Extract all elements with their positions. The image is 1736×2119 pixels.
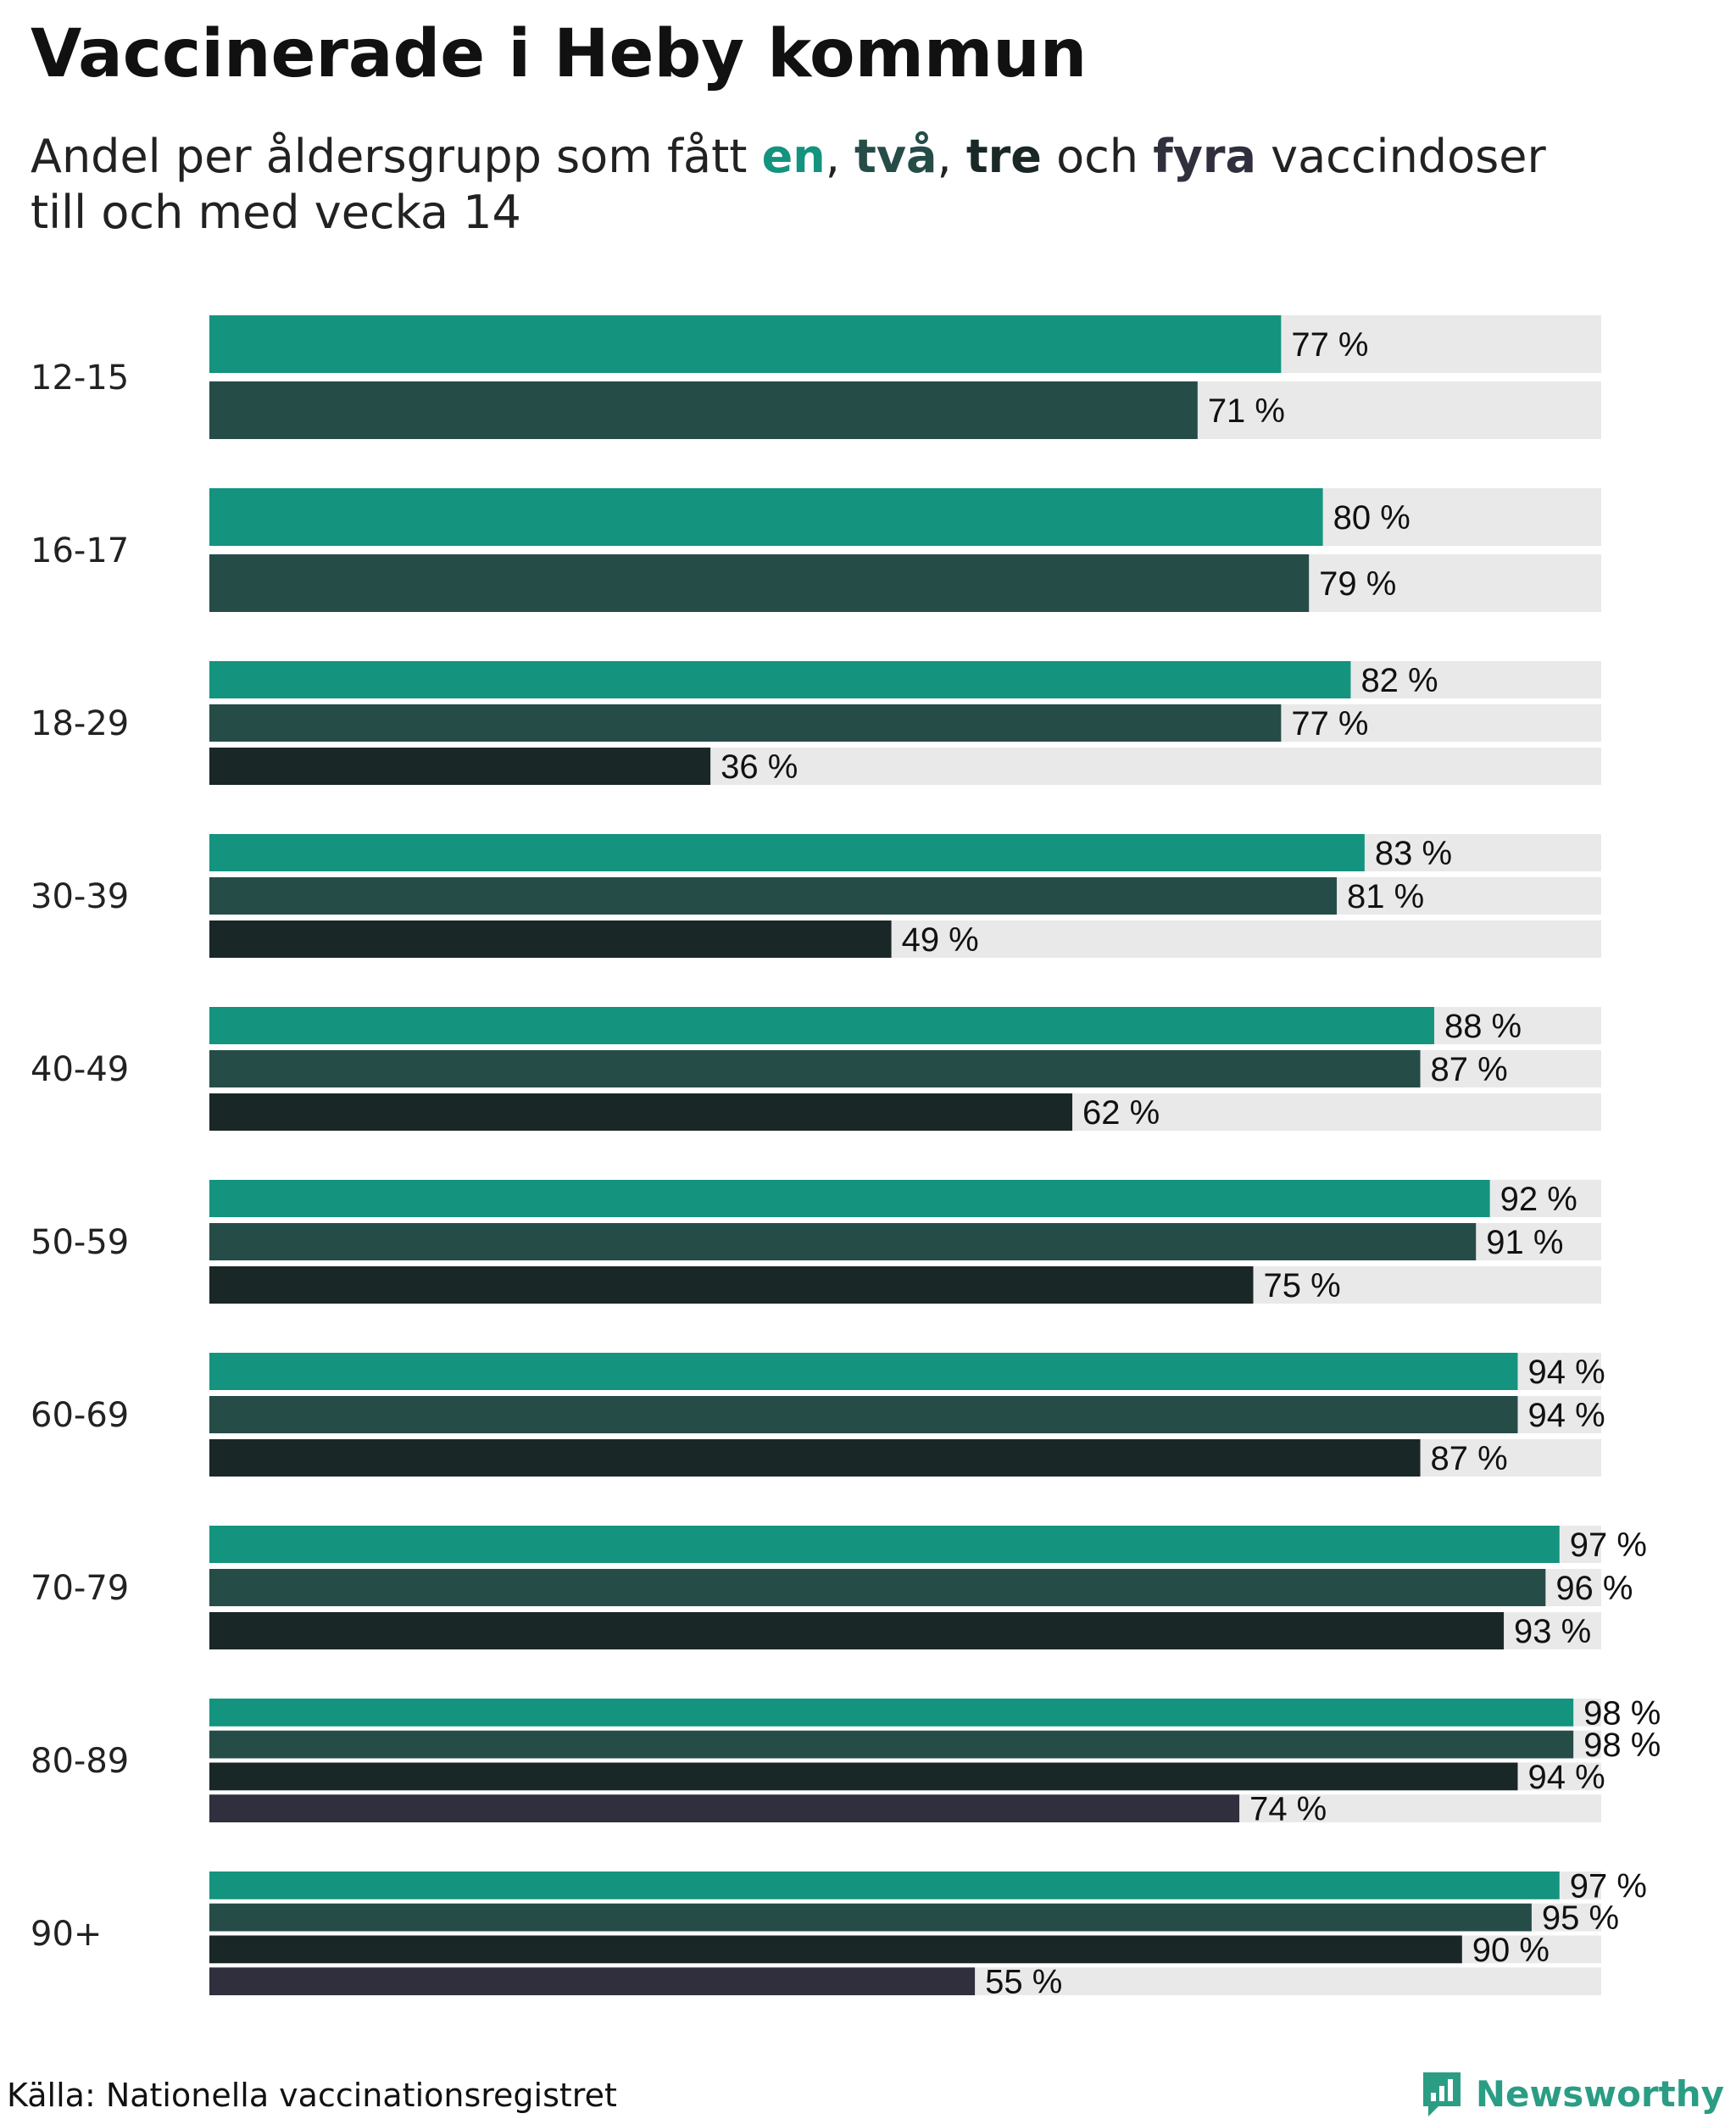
- bar-dose-2: [209, 1730, 1574, 1759]
- bar-dose-4: [209, 1967, 976, 1995]
- bar-dose-2: [209, 877, 1338, 915]
- value-label: 81 %: [1347, 878, 1424, 915]
- bar-dose-4: [209, 1794, 1240, 1822]
- value-label: 94 %: [1527, 1397, 1605, 1434]
- value-label: 97 %: [1570, 1527, 1647, 1564]
- group-label: 80-89: [31, 1742, 129, 1781]
- bar-dose-2: [209, 1223, 1477, 1260]
- bar-dose-3: [209, 1266, 1254, 1304]
- bar-dose-3: [209, 748, 711, 785]
- group-label: 12-15: [31, 359, 129, 398]
- bar-dose-3: [209, 1612, 1505, 1649]
- value-label: 96 %: [1555, 1570, 1633, 1607]
- bar-dose-3: [209, 1439, 1421, 1477]
- value-label: 36 %: [721, 748, 798, 786]
- value-label: 95 %: [1542, 1899, 1619, 1937]
- value-label: 90 %: [1472, 1932, 1550, 1969]
- bar-dose-2: [209, 381, 1198, 439]
- value-label: 91 %: [1486, 1224, 1563, 1261]
- value-label: 79 %: [1319, 565, 1396, 603]
- value-label: 93 %: [1514, 1613, 1591, 1650]
- value-label: 98 %: [1583, 1727, 1661, 1764]
- group-label: 30-39: [31, 877, 129, 916]
- bar-dose-1: [209, 1699, 1574, 1727]
- brand-name: Newsworthy: [1475, 2072, 1724, 2115]
- brand-logo: Newsworthy: [1420, 2068, 1724, 2119]
- newsworthy-logo-icon: [1422, 2072, 1461, 2116]
- bar-dose-3: [209, 1093, 1073, 1131]
- value-label: 71 %: [1208, 392, 1285, 430]
- value-label: 77 %: [1291, 705, 1368, 742]
- group-label: 16-17: [31, 531, 129, 570]
- value-label: 49 %: [902, 921, 979, 959]
- group-label: 40-49: [31, 1050, 129, 1089]
- bar-dose-2: [209, 1569, 1546, 1606]
- group-label: 50-59: [31, 1223, 129, 1262]
- group-label: 90+: [31, 1915, 102, 1954]
- legend-dose-1: en: [761, 130, 826, 183]
- value-label: 83 %: [1375, 835, 1452, 872]
- value-label: 98 %: [1583, 1694, 1661, 1732]
- value-label: 88 %: [1444, 1008, 1522, 1045]
- legend-dose-3: tre: [965, 130, 1042, 183]
- bar-dose-2: [209, 704, 1282, 742]
- group-label: 18-29: [31, 704, 129, 743]
- bar-dose-3: [209, 1935, 1462, 1964]
- value-label: 97 %: [1570, 1867, 1647, 1905]
- value-label: 94 %: [1527, 1354, 1605, 1391]
- subtitle-separator: ,: [825, 130, 855, 183]
- subtitle-prefix: Andel per åldersgrupp som fått: [31, 130, 762, 183]
- bar-dose-3: [209, 920, 892, 958]
- value-label: 87 %: [1431, 1051, 1508, 1088]
- bar-dose-1: [209, 1007, 1434, 1044]
- legend-dose-4: fyra: [1153, 130, 1256, 183]
- chart-subtitle: Andel per åldersgrupp som fått en, två, …: [31, 129, 1641, 241]
- chart-title: Vaccinerade i Heby kommun: [31, 16, 1088, 92]
- subtitle-connector: och: [1041, 130, 1154, 183]
- value-label: 62 %: [1082, 1094, 1160, 1132]
- group-label: 60-69: [31, 1396, 129, 1435]
- bar-dose-3: [209, 1762, 1518, 1791]
- subtitle-line-2: till och med vecka 14: [31, 186, 521, 239]
- bar-dose-1: [209, 661, 1351, 698]
- bar-dose-1: [209, 834, 1365, 871]
- legend-dose-2: två: [854, 130, 938, 183]
- subtitle-suffix: vaccindoser: [1255, 130, 1546, 183]
- bar-dose-2: [209, 1396, 1518, 1433]
- bar-dose-2: [209, 1903, 1532, 1932]
- source-note: Källa: Nationella vaccinationsregistret: [7, 2077, 617, 2114]
- value-label: 74 %: [1249, 1791, 1327, 1828]
- value-label: 80 %: [1333, 499, 1410, 537]
- bar-dose-2: [209, 1050, 1421, 1087]
- value-label: 94 %: [1527, 1759, 1605, 1796]
- bar-dose-1: [209, 488, 1323, 546]
- bar-dose-1: [209, 1872, 1560, 1899]
- bar-dose-1: [209, 1353, 1518, 1390]
- value-label: 55 %: [985, 1964, 1062, 2001]
- bar-dose-1: [209, 315, 1282, 373]
- bar-dose-1: [209, 1526, 1560, 1563]
- subtitle-separator: ,: [937, 130, 966, 183]
- bar-dose-2: [209, 554, 1310, 612]
- value-label: 75 %: [1264, 1267, 1341, 1304]
- value-label: 92 %: [1500, 1181, 1577, 1218]
- value-label: 77 %: [1291, 326, 1368, 364]
- value-label: 82 %: [1360, 662, 1438, 699]
- value-label: 87 %: [1431, 1440, 1508, 1477]
- group-label: 70-79: [31, 1569, 129, 1608]
- bar-dose-1: [209, 1180, 1490, 1217]
